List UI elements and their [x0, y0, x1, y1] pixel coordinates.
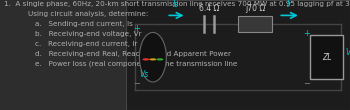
Text: +: + [133, 24, 140, 33]
Circle shape [142, 58, 149, 61]
Text: 6.4 Ω: 6.4 Ω [199, 4, 219, 13]
Circle shape [156, 58, 163, 61]
Text: e.   Power loss (real component) in the transmission line: e. Power loss (real component) in the tr… [35, 61, 237, 67]
Text: −: − [303, 79, 310, 88]
Circle shape [149, 58, 156, 61]
Text: Using circuit analysis, determine:: Using circuit analysis, determine: [28, 11, 148, 17]
Text: 1.  A single phase, 60Hz, 20-km short transmission line receives 700 MW at 0.95 : 1. A single phase, 60Hz, 20-km short tra… [4, 1, 350, 7]
Text: −: − [133, 79, 140, 88]
Bar [126, 0, 350, 110]
Text: VR: VR [345, 48, 350, 57]
Text: Is: Is [173, 0, 180, 9]
Ellipse shape [139, 32, 166, 82]
Text: j70 Ω: j70 Ω [245, 4, 265, 13]
Text: a.   Sending-end current, Is: a. Sending-end current, Is [35, 21, 133, 27]
Bar [310, 35, 343, 79]
Text: +: + [303, 28, 310, 38]
Text: b.   Receiving-end voltage, Vr: b. Receiving-end voltage, Vr [35, 31, 142, 37]
Text: d.   Receiving-end Real, Reactive, and Apparent Power: d. Receiving-end Real, Reactive, and App… [35, 51, 231, 57]
Text: ZL: ZL [322, 53, 331, 62]
Text: c.   Receiving-end current, Ir: c. Receiving-end current, Ir [35, 41, 137, 47]
Text: Ir: Ir [287, 0, 292, 9]
Text: Vs: Vs [139, 70, 148, 79]
Bar [238, 16, 272, 32]
